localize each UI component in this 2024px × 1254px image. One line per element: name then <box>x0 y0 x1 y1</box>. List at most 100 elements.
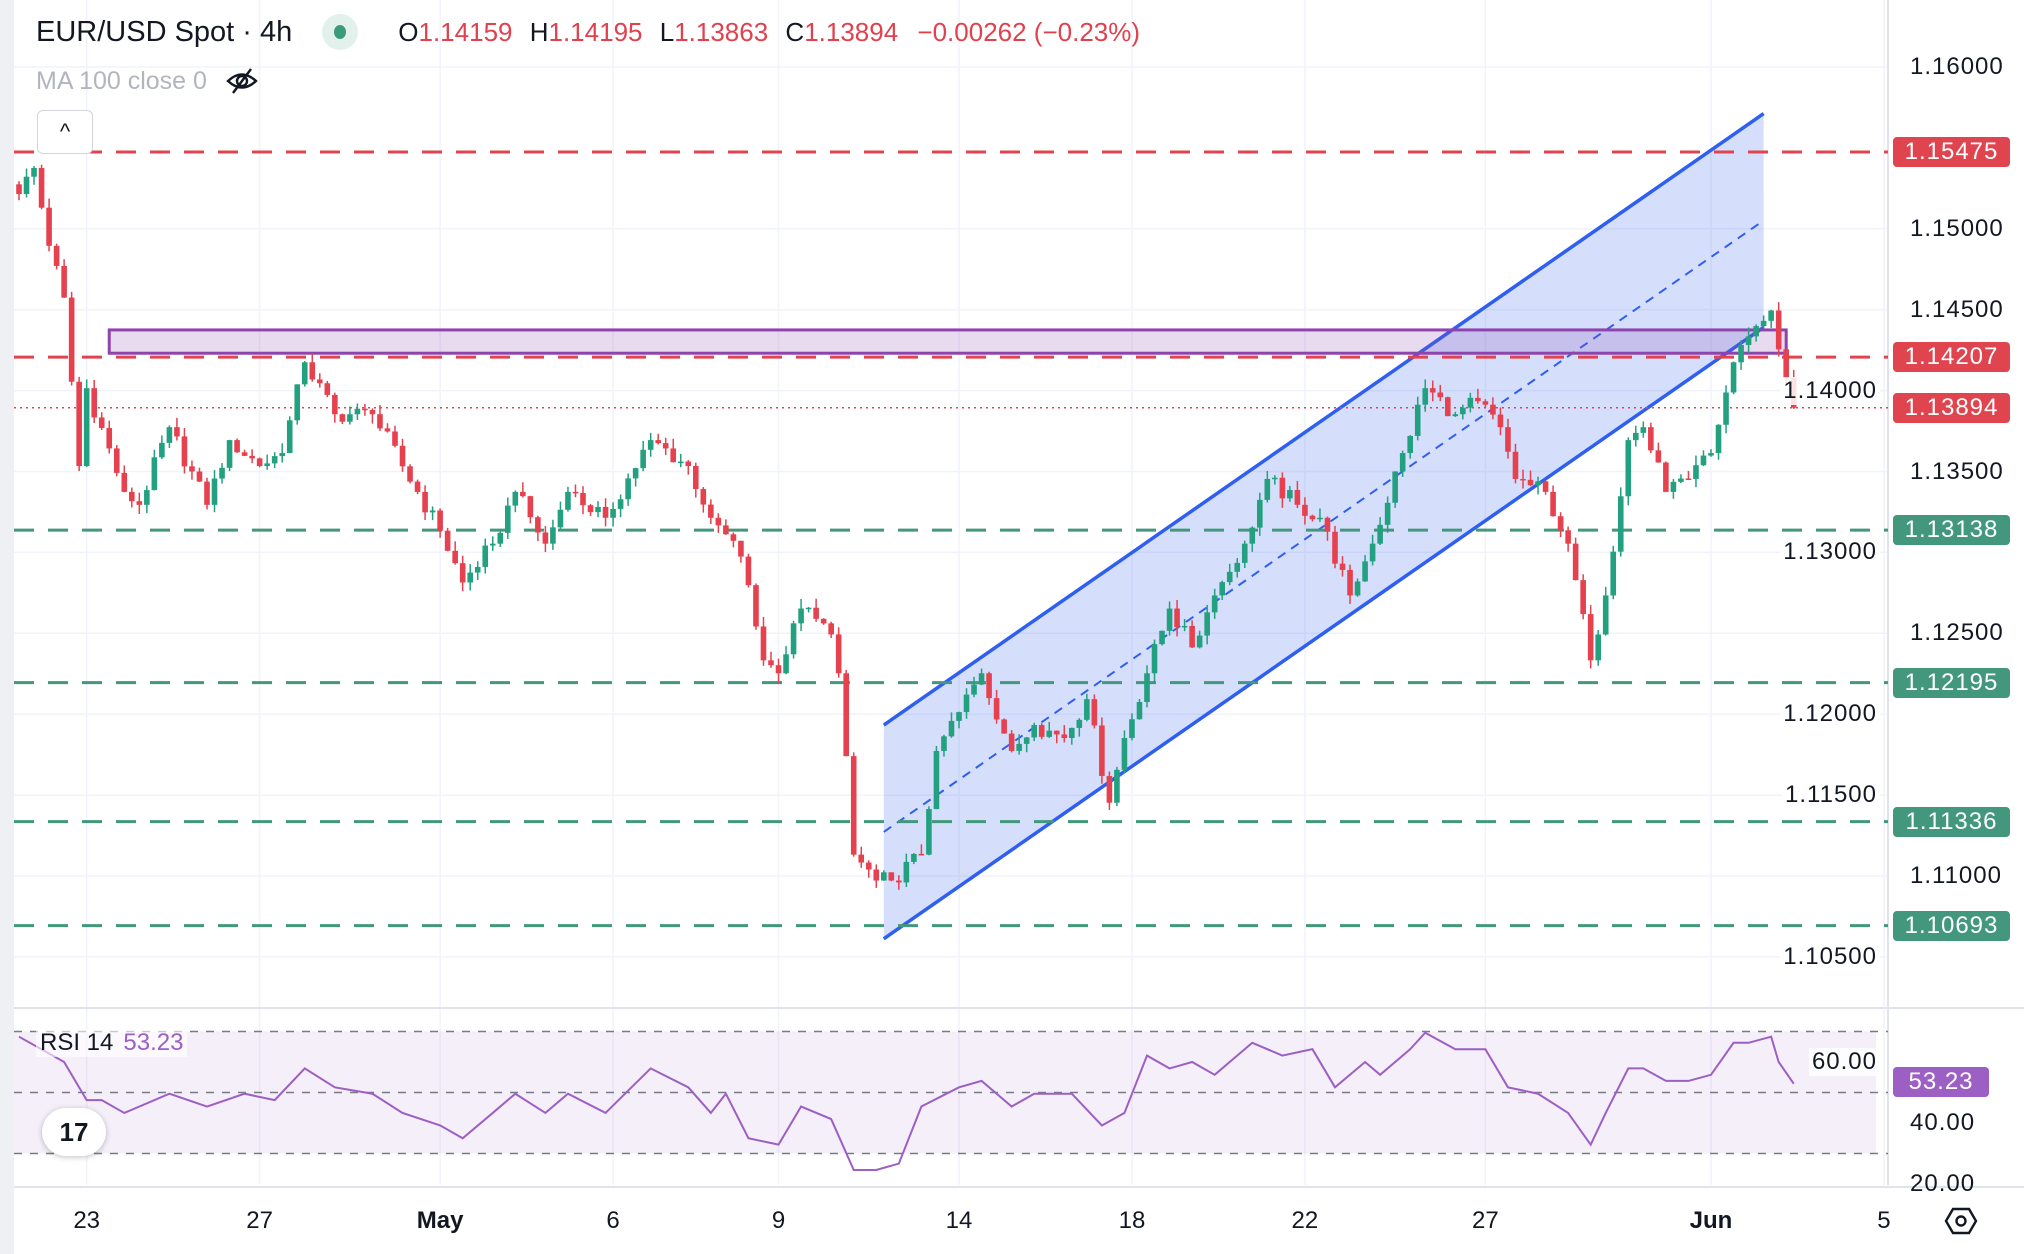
candle <box>1294 480 1301 509</box>
candle <box>843 669 849 757</box>
candle <box>1106 771 1113 810</box>
candle <box>437 508 443 538</box>
price-tick-label: 1.12500 <box>1910 619 2004 647</box>
channel-mid-line <box>883 219 1765 833</box>
candle <box>1324 516 1331 541</box>
candle-body <box>1392 471 1398 503</box>
candle-body <box>1678 478 1684 482</box>
candle <box>309 353 316 382</box>
candle-body <box>580 492 586 506</box>
candle <box>1648 422 1654 454</box>
candle <box>1655 442 1662 463</box>
low-key: L <box>659 16 675 47</box>
price-tick-label: 1.15000 <box>1910 214 2004 242</box>
candle <box>1595 629 1601 666</box>
time-tick-label: 27 <box>246 1207 273 1234</box>
candle <box>23 168 30 198</box>
candle-body <box>813 607 819 619</box>
candle <box>1663 461 1669 493</box>
candle <box>1272 475 1278 485</box>
candle-body <box>1490 404 1496 415</box>
time-tick-label: 6 <box>606 1207 620 1234</box>
candle-body <box>1038 725 1045 737</box>
candle <box>271 452 278 469</box>
price-level-label: 1.14207 <box>1893 342 2010 373</box>
candle-body <box>1527 479 1534 486</box>
candle-body <box>941 736 947 751</box>
candle <box>324 380 331 398</box>
candle-body <box>1617 496 1624 552</box>
candle-body <box>805 607 812 610</box>
candle-body <box>399 445 406 467</box>
rsi-legend[interactable]: RSI 14 53.23 <box>36 1029 188 1057</box>
candle <box>640 440 646 472</box>
candle <box>1234 558 1241 578</box>
candle <box>572 484 579 498</box>
settings-icon[interactable] <box>1944 1206 1978 1236</box>
candle <box>1384 496 1391 533</box>
candle-body <box>38 167 45 208</box>
collapse-legend-button[interactable]: ^ <box>37 110 93 154</box>
price-tick-label: 1.11000 <box>1910 862 2002 889</box>
open-value: 1.14159 <box>418 16 513 47</box>
candle-body <box>23 176 30 195</box>
candle <box>557 501 564 529</box>
candle-body <box>1272 477 1278 480</box>
candle-body <box>542 532 549 544</box>
candle-body <box>1121 737 1128 770</box>
candle-body <box>723 525 729 535</box>
candle <box>1422 379 1429 412</box>
price-tick-label: 1.14500 <box>1910 295 2004 323</box>
candle <box>1369 534 1376 566</box>
price-tick-label: 1.13500 <box>1910 457 2004 485</box>
candle <box>1347 564 1353 604</box>
candle-body <box>1730 362 1737 393</box>
candle-body <box>903 861 910 883</box>
candle <box>1091 694 1098 729</box>
ma-indicator-legend[interactable]: MA 100 close 0 <box>36 66 259 96</box>
market-status-icon <box>322 14 359 50</box>
candle <box>790 620 797 659</box>
eye-hidden-icon[interactable] <box>225 66 259 96</box>
high-value: 1.14195 <box>548 16 643 47</box>
candle <box>144 485 150 514</box>
candle <box>106 420 113 454</box>
candle <box>1144 665 1150 708</box>
channel-lower-line <box>882 325 1765 941</box>
candle-body <box>1099 725 1105 776</box>
candle-body <box>1136 702 1143 720</box>
tradingview-logo[interactable]: 17 <box>42 1108 106 1156</box>
candle <box>587 504 594 517</box>
candle <box>1226 563 1233 586</box>
candle <box>1460 404 1466 420</box>
candle <box>1475 388 1481 404</box>
candle <box>482 538 489 574</box>
candle <box>1587 605 1594 669</box>
candle <box>1309 514 1316 522</box>
candle <box>753 583 759 630</box>
symbol-title[interactable]: EUR/USD Spot · 4h <box>36 15 293 48</box>
candle-body <box>1339 563 1346 570</box>
candle-body <box>1279 477 1286 499</box>
candle <box>1730 361 1737 395</box>
candle <box>918 844 925 856</box>
candle <box>956 711 962 729</box>
candle <box>407 464 413 484</box>
candle-body <box>1249 527 1256 544</box>
price-level-label: 1.13894 <box>1893 392 2010 423</box>
candle <box>828 621 834 639</box>
candle <box>1151 639 1158 683</box>
candle <box>783 646 789 675</box>
candle <box>1189 620 1195 649</box>
candle <box>700 487 707 513</box>
candle-body <box>1384 502 1391 525</box>
candle <box>68 291 75 386</box>
candle-body <box>166 427 173 443</box>
candle-body <box>1046 730 1053 737</box>
candle <box>1535 476 1541 495</box>
price-tick-label: 1.16000 <box>1910 53 2004 80</box>
candle-body <box>1648 427 1654 451</box>
candle-body <box>1407 435 1413 454</box>
